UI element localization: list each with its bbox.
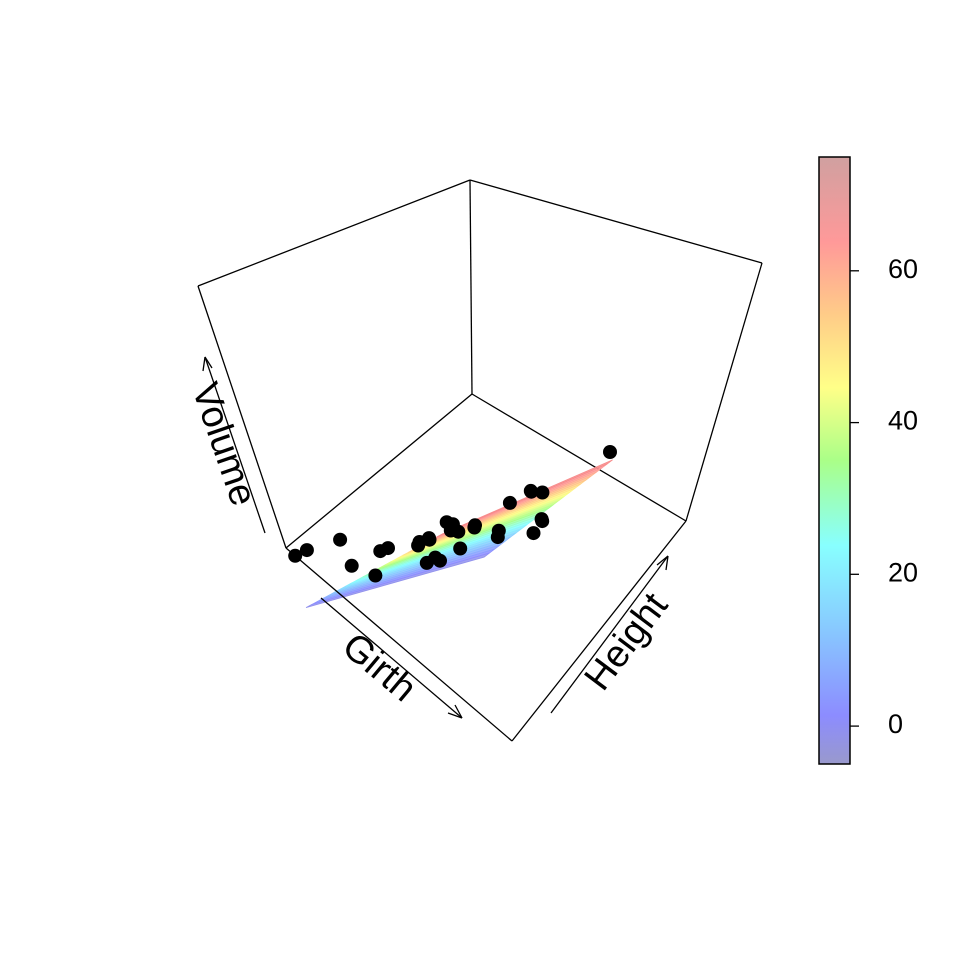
box-edge (471, 393, 687, 522)
data-point (344, 558, 359, 573)
data-point (491, 523, 506, 538)
girth-arrowhead (447, 704, 463, 719)
box-front-edges (285, 520, 687, 742)
plane-strip (436, 459, 613, 538)
box-edge (511, 520, 687, 742)
colorbar-tick-label: 20 (888, 557, 918, 587)
volume-axis-label: Volume (183, 378, 264, 512)
data-point (603, 445, 617, 459)
data-point (468, 518, 482, 533)
box-edge (285, 547, 513, 742)
box-edge (469, 179, 473, 395)
girth-axis-label: Girth (334, 625, 424, 710)
box-edge (285, 393, 473, 549)
box-edge (197, 179, 471, 287)
data-point (419, 555, 434, 570)
data-point (535, 514, 550, 529)
data-point (422, 531, 436, 546)
box-edge (685, 262, 763, 522)
data-point (453, 541, 468, 556)
data-points (288, 445, 617, 583)
colorbar-tick-label: 0 (888, 709, 903, 739)
volume-arrowhead (202, 356, 213, 372)
data-point (523, 483, 538, 498)
colorbar-tick-label: 60 (888, 254, 918, 284)
data-point (333, 532, 348, 547)
data-point (299, 543, 314, 558)
height-axis-arrow (550, 555, 669, 714)
height-arrowhead (656, 555, 669, 571)
volume-axis-arrow (204, 356, 266, 534)
colorbar-gradient (818, 156, 851, 765)
box-edge (197, 285, 287, 549)
data-point (433, 553, 447, 568)
data-point (535, 485, 550, 500)
data-point (373, 544, 388, 559)
colorbar-tick-label: 40 (888, 406, 918, 436)
data-point (288, 548, 303, 563)
box-back-edges (197, 179, 763, 549)
colorbar: 0 20 40 60 (818, 156, 918, 765)
height-axis-label: Height (577, 585, 677, 698)
box-edge (469, 179, 763, 264)
data-point (526, 526, 541, 541)
colorbar-ticks: 0 20 40 60 (850, 254, 918, 739)
girth-axis-arrow (320, 597, 463, 719)
data-point (368, 568, 383, 583)
data-point (502, 495, 517, 510)
data-point (443, 523, 458, 538)
axis-arrows (202, 356, 669, 719)
